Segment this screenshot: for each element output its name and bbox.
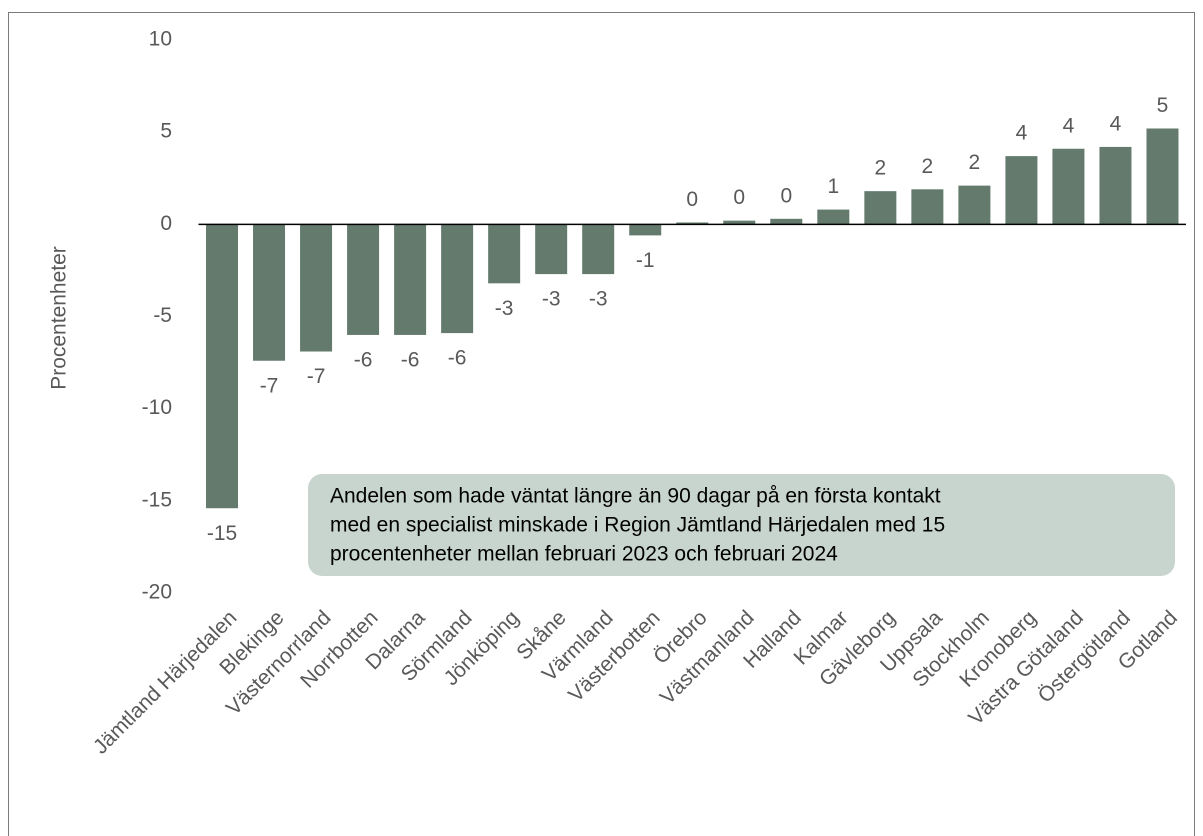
- data-label: -3: [542, 288, 561, 311]
- data-label: 0: [686, 188, 698, 211]
- y-tick-label: 5: [160, 120, 172, 143]
- bar: [723, 220, 756, 225]
- annotation-text: Andelen som hade väntat längre än 90 dag…: [330, 485, 941, 508]
- y-tick-label: 0: [160, 212, 172, 235]
- bar: [347, 224, 380, 335]
- bar: [629, 224, 662, 236]
- data-label: 1: [827, 175, 839, 198]
- data-label: -6: [401, 348, 420, 371]
- bar: [488, 224, 521, 284]
- data-label: -6: [354, 348, 373, 371]
- bar: [817, 209, 850, 225]
- data-label: 0: [780, 184, 792, 207]
- y-tick-label: -20: [142, 581, 172, 604]
- y-tick-label: -10: [142, 396, 172, 419]
- annotation-box: [308, 474, 1175, 576]
- data-label: 4: [1110, 112, 1122, 135]
- bar: [441, 224, 474, 334]
- data-label: -7: [307, 365, 326, 388]
- data-label: -6: [448, 347, 467, 370]
- y-tick-label: -15: [142, 488, 172, 511]
- data-label: -15: [207, 522, 237, 545]
- data-label: 2: [922, 155, 934, 178]
- bar: [582, 224, 615, 275]
- bar: [770, 218, 803, 225]
- data-label: 2: [969, 151, 981, 174]
- bar: [676, 222, 709, 225]
- bar: [1146, 128, 1179, 225]
- y-tick-label: -5: [153, 304, 172, 327]
- annotation-text: med en specialist minskade i Region Jämt…: [330, 514, 945, 537]
- bar: [1099, 146, 1132, 225]
- x-tick-label: Jämtland Härjedalen: [89, 606, 241, 758]
- y-tick-label: 10: [149, 28, 172, 51]
- annotation-text: procentenheter mellan februari 2023 och …: [330, 543, 838, 566]
- bar: [911, 189, 944, 225]
- bar: [958, 185, 991, 225]
- data-label: 2: [875, 157, 887, 180]
- data-label: -3: [589, 288, 608, 311]
- data-label: 5: [1157, 94, 1169, 117]
- data-label: -1: [636, 249, 655, 272]
- bar: [1005, 156, 1038, 225]
- bar: [300, 224, 333, 352]
- bar: [535, 224, 568, 275]
- frame: [8, 12, 1195, 836]
- bar: [864, 191, 897, 225]
- bar: [394, 224, 427, 335]
- data-label: 0: [733, 186, 745, 209]
- data-label: 4: [1063, 114, 1075, 137]
- data-label: -7: [260, 374, 279, 397]
- bar: [253, 224, 286, 361]
- bar: [206, 224, 239, 509]
- y-axis-label: Procentenheter: [48, 246, 71, 390]
- data-label: -3: [495, 297, 514, 320]
- bar: [1052, 148, 1085, 225]
- data-label: 4: [1016, 122, 1028, 145]
